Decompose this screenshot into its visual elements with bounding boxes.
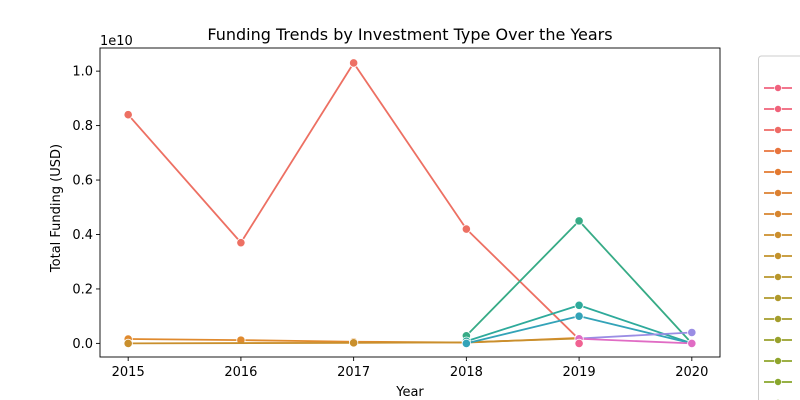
y-tick-label: 1.0 — [72, 65, 93, 80]
data-point — [687, 338, 697, 348]
data-point — [687, 327, 697, 338]
legend-marker — [774, 273, 782, 281]
legend — [758, 55, 800, 400]
x-tick-label: 2018 — [450, 365, 483, 380]
data-point — [349, 338, 359, 348]
series — [574, 338, 584, 348]
legend-marker — [774, 378, 782, 386]
plot-area — [99, 47, 721, 358]
legend-marker — [774, 294, 782, 302]
x-tick-label: 2015 — [112, 365, 145, 380]
series-line — [578, 331, 693, 340]
legend-marker — [774, 168, 782, 176]
x-axis: 2015 2016 2017 2018 2019 2020 — [112, 357, 708, 380]
legend-marker — [774, 105, 782, 113]
series-line — [578, 337, 693, 345]
x-axis-label: Year — [395, 385, 424, 400]
data-point — [461, 338, 471, 348]
y-offset-label: 1e10 — [100, 34, 133, 49]
x-tick-label: 2017 — [337, 365, 370, 380]
data-point — [574, 338, 584, 348]
x-tick-label: 2016 — [224, 365, 257, 380]
legend-marker — [774, 84, 782, 92]
data-point — [236, 238, 246, 248]
series-layer — [123, 58, 697, 348]
legend-marker — [774, 231, 782, 239]
legend-marker — [774, 210, 782, 218]
y-tick-label: 0.4 — [72, 228, 93, 243]
legend-marker — [774, 315, 782, 323]
series-line — [127, 337, 580, 345]
y-tick-label: 0.2 — [72, 282, 93, 297]
plot-frame — [99, 47, 721, 358]
x-tick-label: 2020 — [675, 365, 708, 380]
y-axis-label: Total Funding (USD) — [49, 144, 64, 273]
data-point — [349, 58, 359, 68]
legend-frame — [758, 55, 800, 400]
y-tick-label: 0.0 — [72, 337, 93, 352]
data-point — [574, 300, 584, 310]
chart-title: Funding Trends by Investment Type Over t… — [207, 25, 612, 44]
legend-marker — [774, 126, 782, 134]
data-point — [574, 311, 584, 321]
y-axis: 0.0 0.2 0.4 0.6 0.8 1.0 — [72, 65, 100, 352]
legend-marker — [774, 189, 782, 197]
y-tick-label: 0.6 — [72, 174, 93, 189]
legend-marker — [774, 336, 782, 344]
x-tick-label: 2019 — [563, 365, 596, 380]
legend-entries — [764, 84, 792, 400]
legend-marker — [774, 252, 782, 260]
data-point — [123, 338, 133, 348]
y-tick-label: 0.8 — [72, 119, 93, 134]
data-point — [123, 110, 133, 120]
legend-marker — [774, 147, 782, 155]
data-point — [461, 224, 471, 234]
legend-marker — [774, 357, 782, 365]
data-point — [574, 216, 584, 226]
